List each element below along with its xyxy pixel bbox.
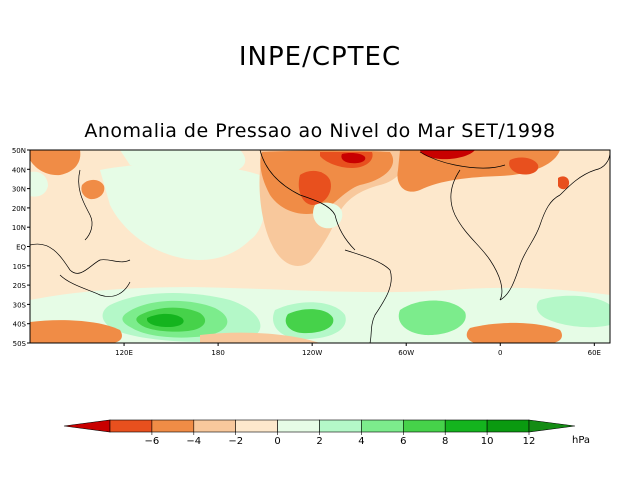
lon-label: 120E: [115, 349, 133, 357]
coast-east-asia: [78, 169, 93, 241]
colorbar-box: [109, 419, 153, 433]
latitude-axis: 50N 40N 30N 20N 10N EQ 10S 20S 30S 40S 50S: [12, 147, 30, 348]
field-west-positive: [30, 171, 48, 197]
colorbar-tick-label: 6: [400, 436, 406, 447]
field-europe-4-6: [420, 150, 475, 160]
coast-north-america: [259, 150, 356, 251]
field-se-pacific-4-8: [285, 309, 334, 334]
colorbar-box: [235, 419, 278, 433]
coast-africa-east: [499, 194, 561, 301]
longitude-axis: 120E 180 120W 60W 0 60E: [115, 343, 601, 357]
colorbar-box: [277, 419, 320, 433]
lon-label: 60E: [588, 349, 601, 357]
lat-label: 30S: [13, 301, 27, 309]
lat-label: EQ: [16, 244, 26, 252]
lon-label: 180: [211, 349, 224, 357]
coast-asia: [559, 151, 610, 196]
field-sw-negative: [30, 320, 122, 343]
coast-australia: [59, 274, 131, 297]
colorbar-box: [402, 419, 446, 433]
field-tropical-pacific-positive: [100, 163, 266, 260]
colorbar-box: [444, 419, 488, 433]
header-title: INPE/CPTEC: [238, 42, 402, 72]
lat-label: 30N: [12, 186, 26, 194]
lat-label: 50S: [13, 340, 27, 348]
coast-europe: [419, 151, 506, 169]
field-south-atlantic-4-6: [398, 300, 466, 336]
colorbar-tick-label: 12: [523, 436, 536, 447]
colorbar-tick-label: 2: [316, 436, 322, 447]
colorbar-tick-label: 0: [274, 436, 280, 447]
colorbar-tick-label: 10: [481, 436, 494, 447]
coast-south-america: [344, 249, 392, 343]
colorbar-tick-label: 8: [442, 436, 448, 447]
field-northwest-negative: [30, 150, 81, 176]
field-gulf-positive: [313, 202, 343, 229]
colorbar-box: [361, 419, 404, 433]
lat-label: 20N: [12, 205, 26, 213]
colorbar-tick-label: 4: [358, 436, 364, 447]
lat-label: 10S: [13, 263, 27, 271]
field-mediterranean-4: [509, 157, 539, 175]
field-north-atlantic-6: [341, 153, 366, 164]
field-arabia-negative: [558, 176, 570, 190]
lat-label: 40S: [13, 321, 27, 329]
field-southeast-negative: [466, 322, 562, 343]
colorbar-box: [319, 419, 362, 433]
field-east-asia-negative: [81, 179, 105, 200]
colorbar-unit: hPa: [572, 435, 590, 446]
colorbar: −6 −4 −2 0 2 4 6 8 10 12 hPa: [63, 419, 590, 447]
coast-maritime-continent: [30, 243, 131, 274]
colorbar-box: [193, 419, 237, 433]
colorbar-tick-label: −2: [228, 436, 243, 447]
colorbar-tick-label: −4: [186, 436, 201, 447]
coast-africa-west: [450, 169, 503, 301]
coastlines: [30, 150, 610, 343]
field-north-america-4-6: [298, 170, 331, 205]
anomaly-field: [30, 150, 610, 343]
colorbar-box: [151, 419, 195, 433]
field-south-indian-2-4: [536, 295, 610, 328]
field-north-pacific-positive: [120, 150, 246, 173]
map-title: Anomalia de Pressao ao Nivel do Mar SET/…: [84, 120, 556, 142]
lat-label: 20S: [13, 282, 27, 290]
colorbar-box: [486, 419, 530, 433]
lat-label: 50N: [12, 147, 26, 155]
lon-label: 120W: [302, 349, 322, 357]
lon-label: 0: [498, 349, 502, 357]
lat-label: 40N: [12, 166, 26, 174]
field-south-negative-band: [200, 332, 320, 343]
field-south-pacific-8-10: [147, 313, 184, 327]
colorbar-tick-label: −6: [145, 436, 160, 447]
colorbar-max-arrow: [528, 419, 576, 433]
lat-label: 10N: [12, 224, 26, 232]
colorbar-min-arrow: [63, 419, 111, 433]
lon-label: 60W: [398, 349, 414, 357]
